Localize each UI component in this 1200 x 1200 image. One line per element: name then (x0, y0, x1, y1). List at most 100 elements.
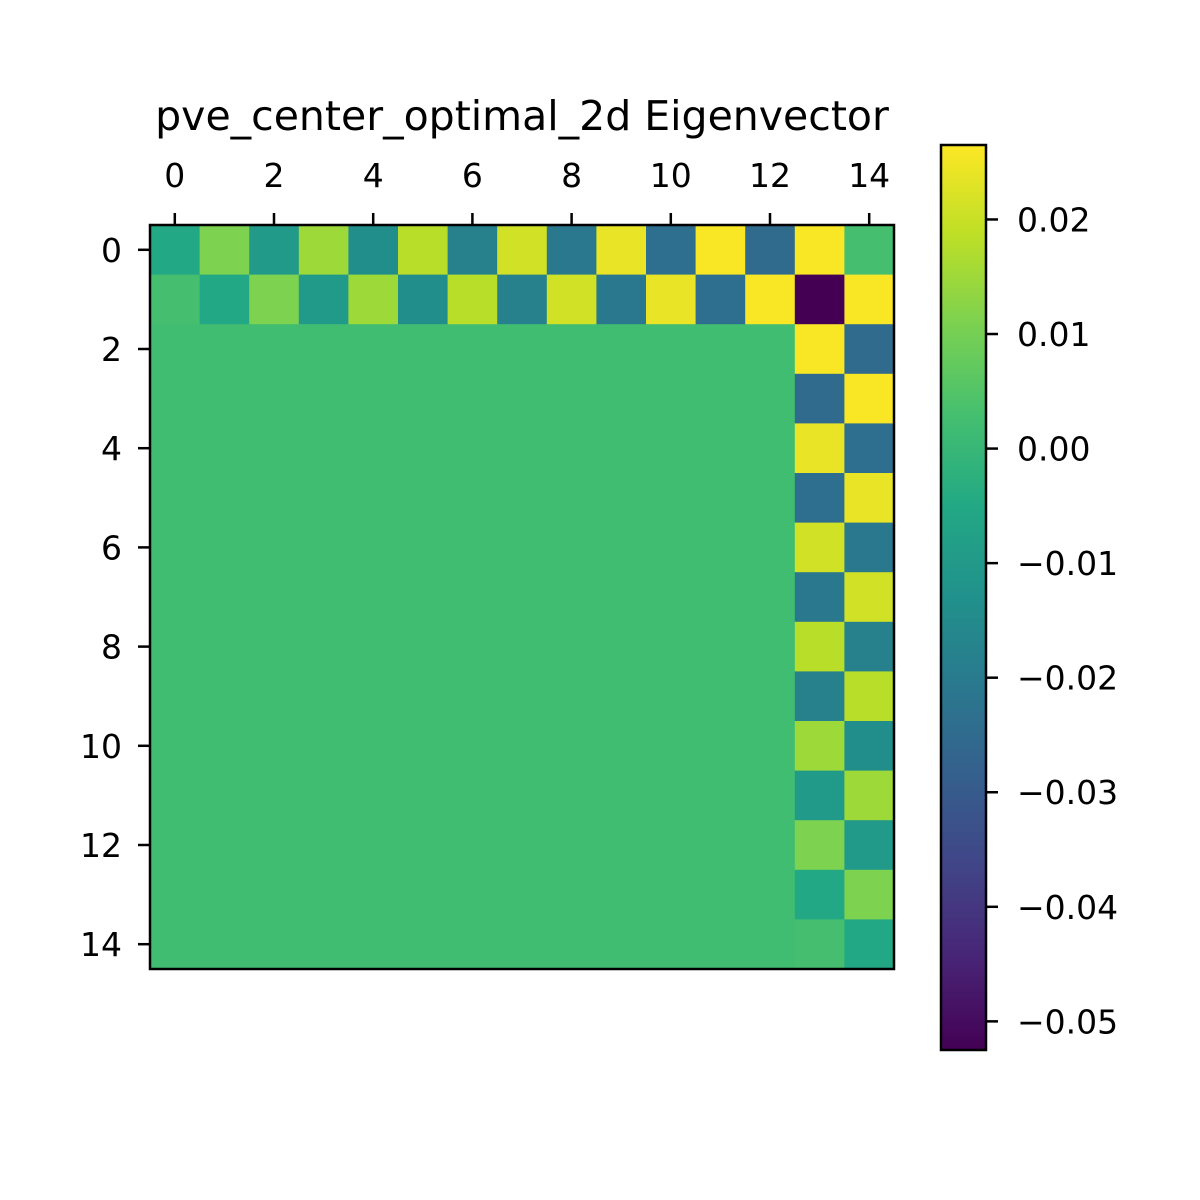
heatmap-cell (348, 820, 399, 871)
heatmap-cell (497, 721, 548, 772)
x-tick-label: 4 (363, 156, 384, 195)
heatmap-cell (844, 423, 895, 474)
colorbar-tick-label: 0.01 (1017, 315, 1090, 354)
heatmap-cell (249, 770, 300, 821)
heatmap-cell (249, 721, 300, 772)
heatmap-cell (398, 919, 449, 970)
heatmap-cell (745, 919, 796, 970)
heatmap-cell (398, 671, 449, 722)
heatmap-cell (646, 324, 697, 375)
heatmap-cell (348, 869, 399, 920)
heatmap-cell (695, 324, 746, 375)
heatmap-cell (398, 621, 449, 672)
heatmap-cell (745, 671, 796, 722)
heatmap-cell (844, 621, 895, 672)
heatmap-cell (497, 522, 548, 573)
heatmap-cell (695, 423, 746, 474)
y-tick-label: 10 (80, 727, 122, 766)
heatmap-cell (150, 225, 201, 276)
heatmap-cell (546, 820, 597, 871)
heatmap-cell (596, 423, 647, 474)
heatmap-cell (298, 671, 349, 722)
x-tick-label: 14 (848, 156, 890, 195)
heatmap-cell (745, 820, 796, 871)
heatmap-cell (447, 522, 498, 573)
heatmap-cell (745, 770, 796, 821)
heatmap-cell (497, 671, 548, 722)
heatmap-cell (150, 621, 201, 672)
heatmap-cell (398, 770, 449, 821)
y-tick-label: 6 (101, 528, 122, 567)
heatmap-cell (546, 770, 597, 821)
heatmap-cell (249, 373, 300, 424)
heatmap-cell (298, 373, 349, 424)
heatmap-cell (745, 473, 796, 524)
heatmap-cell (745, 721, 796, 772)
heatmap-cell (348, 324, 399, 375)
heatmap-cell (249, 225, 300, 276)
heatmap-cell (249, 274, 300, 325)
heatmap-cell (497, 324, 548, 375)
heatmap-cell (398, 522, 449, 573)
heatmap-cell (199, 225, 250, 276)
heatmap-cell (150, 770, 201, 821)
heatmap-cell (794, 423, 845, 474)
colorbar-tick-label: −0.02 (1017, 659, 1118, 698)
heatmap-cell (794, 621, 845, 672)
heatmap-cell (150, 671, 201, 722)
y-tick-label: 0 (101, 231, 122, 270)
heatmap-cell (199, 274, 250, 325)
heatmap-cell (348, 572, 399, 623)
heatmap-cell (447, 770, 498, 821)
colorbar-tick-label: −0.04 (1017, 888, 1118, 927)
colorbar-tick-label: 0.02 (1017, 200, 1090, 239)
heatmap-cell (348, 225, 399, 276)
heatmap-cell (249, 522, 300, 573)
heatmap-cell (546, 373, 597, 424)
heatmap-cell (199, 919, 250, 970)
heatmap-cell (298, 423, 349, 474)
heatmap-cell (546, 721, 597, 772)
heatmap-cell (596, 572, 647, 623)
heatmap-cell (794, 473, 845, 524)
heatmap-cell (794, 671, 845, 722)
heatmap-cell (596, 621, 647, 672)
heatmap-cell (546, 423, 597, 474)
heatmap-cell (794, 373, 845, 424)
heatmap-cell (844, 721, 895, 772)
y-axis-ticks: 0 2 4 6 8 10 12 14 (80, 231, 150, 964)
heatmap-cell (794, 522, 845, 573)
heatmap-cell (844, 522, 895, 573)
y-tick-label: 2 (101, 330, 122, 369)
x-tick-label: 0 (164, 156, 185, 195)
heatmap-cell (298, 820, 349, 871)
heatmap-cell (546, 324, 597, 375)
heatmap-cell (398, 473, 449, 524)
heatmap-cell (150, 373, 201, 424)
y-tick-label: 8 (101, 628, 122, 667)
heatmap-cell (844, 671, 895, 722)
heatmap-cell (150, 721, 201, 772)
heatmap-cell (745, 274, 796, 325)
heatmap-cell (199, 473, 250, 524)
heatmap-cell (844, 572, 895, 623)
heatmap-cell (546, 621, 597, 672)
heatmap-cell (348, 919, 399, 970)
heatmap-cell (298, 522, 349, 573)
heatmap-cell (546, 274, 597, 325)
heatmap-cell (745, 373, 796, 424)
y-tick-label: 14 (80, 925, 122, 964)
heatmap-cell (497, 274, 548, 325)
heatmap-cell (199, 324, 250, 375)
heatmap-cell (794, 820, 845, 871)
heatmap-cell (348, 671, 399, 722)
heatmap-cell (596, 324, 647, 375)
x-axis-ticks: 0 2 4 6 8 10 12 14 (164, 156, 890, 225)
colorbar-tick-label: −0.01 (1017, 544, 1118, 583)
y-tick-label: 12 (80, 826, 122, 865)
heatmap-cell (150, 522, 201, 573)
heatmap-cell (150, 423, 201, 474)
heatmap-cell (546, 473, 597, 524)
heatmap-cell (249, 671, 300, 722)
